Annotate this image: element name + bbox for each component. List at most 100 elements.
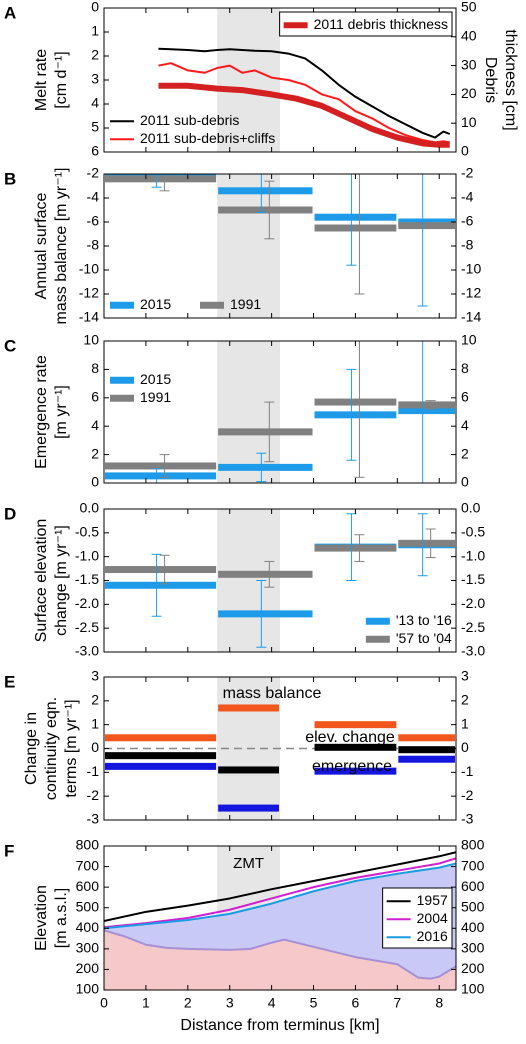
y-axis-label: Change in — [23, 712, 40, 785]
y2-tick-label: -2.0 — [461, 595, 485, 611]
error-bar — [264, 180, 275, 240]
error-bar — [425, 222, 436, 229]
y-axis-label: Melt rate — [33, 49, 50, 111]
y-tick-label: 400 — [76, 919, 100, 935]
error-bar — [256, 580, 267, 648]
legend: 2015 1991 — [110, 371, 171, 405]
y-tick-label: 5 — [91, 119, 99, 135]
legend-label: 1991 — [230, 296, 261, 312]
y2-tick-label: 3 — [461, 668, 469, 684]
x-tick-label: 7 — [393, 995, 401, 1011]
y2-tick-label: -10 — [461, 261, 481, 277]
y-tick-label: -12 — [79, 285, 99, 301]
x-tick-label: 0 — [100, 995, 108, 1011]
plot-area — [105, 509, 455, 652]
bar — [398, 222, 455, 230]
legend-label: 2016 — [417, 928, 448, 944]
bar — [218, 766, 279, 774]
y-tick-label: 0.0 — [80, 500, 100, 516]
annotation: ZMT — [233, 855, 264, 872]
bar — [105, 752, 217, 760]
y-tick-label: -2 — [87, 165, 100, 181]
x-tick-label: 5 — [310, 995, 318, 1011]
y2-tick-label: -0.5 — [461, 524, 485, 540]
x-axis-label: Distance from terminus [km] — [180, 1017, 379, 1034]
bar — [218, 610, 313, 618]
error-bar — [354, 341, 365, 478]
y-tick-label: -0.5 — [75, 524, 99, 540]
series-label: elev. change — [305, 729, 395, 746]
bar — [105, 472, 217, 480]
y2-tick-label: 400 — [461, 919, 485, 935]
bar — [105, 762, 217, 770]
y2-axis-label: thickness [cm] — [502, 29, 519, 130]
y-axis-label: Emergence rate — [33, 355, 50, 469]
bar — [105, 734, 217, 742]
error-bar — [346, 174, 357, 266]
plot-area — [104, 846, 456, 990]
bar — [105, 462, 217, 470]
legend: 1957 2004 2016 — [382, 887, 453, 949]
x-tick-label: 4 — [268, 995, 276, 1011]
plot-frame — [103, 845, 457, 991]
bar — [314, 544, 397, 552]
y-tick-label: -1.0 — [75, 547, 99, 563]
y-tick-label: 700 — [76, 857, 100, 873]
y2-tick-label: 50 — [461, 0, 477, 15]
y2-tick-label: 2 — [461, 445, 469, 461]
bar — [314, 398, 397, 406]
bar — [398, 218, 455, 226]
y-tick-label: -2 — [87, 787, 100, 803]
error-bar — [346, 513, 357, 581]
line — [158, 82, 450, 148]
y-tick-label: -1.5 — [75, 571, 99, 587]
y-tick-label: -10 — [79, 261, 99, 277]
bar — [105, 581, 217, 589]
error-bar — [354, 174, 365, 295]
line — [104, 851, 456, 923]
y-axis-label: Annual surface — [33, 193, 50, 300]
y-tick-label: -4 — [87, 189, 100, 205]
y2-tick-label: 800 — [461, 837, 485, 853]
y2-tick-label: -3.0 — [461, 643, 485, 659]
error-bar — [425, 528, 436, 559]
legend: 2015 1991 — [110, 296, 261, 312]
bar — [314, 721, 397, 729]
plot-frame — [103, 508, 457, 653]
error-bar — [159, 174, 170, 192]
bar — [218, 704, 279, 712]
error-bar — [159, 454, 170, 478]
line — [104, 857, 456, 929]
y2-tick-label: 0.0 — [461, 500, 481, 516]
y-tick-label: -2.0 — [75, 595, 99, 611]
bar — [218, 187, 313, 195]
y-axis-label: Surface elevation — [33, 519, 50, 643]
y2-tick-label: 500 — [461, 898, 485, 914]
error-bar — [417, 513, 428, 577]
bar — [218, 804, 279, 812]
line — [158, 47, 451, 139]
bar — [398, 734, 455, 742]
y2-tick-label: -2.5 — [461, 619, 485, 635]
y2-tick-label: 0 — [461, 739, 469, 755]
y2-tick-label: -1 — [461, 763, 474, 779]
error-bar — [264, 560, 275, 588]
x-tick-label: 8 — [435, 995, 443, 1011]
y-tick-label: 10 — [83, 332, 99, 348]
x-tick-label: 2 — [184, 995, 192, 1011]
panel-letter: B — [4, 169, 16, 188]
area — [104, 930, 456, 990]
y-tick-label: -6 — [87, 213, 100, 229]
y-tick-label: 3 — [91, 71, 99, 87]
x-tick-label: 1 — [142, 995, 150, 1011]
panel-letter: A — [4, 3, 16, 22]
y-axis-label: [m a.s.l.] — [53, 888, 70, 948]
bar — [398, 401, 455, 409]
error-bar — [264, 401, 275, 463]
error-bar — [159, 554, 170, 585]
panel-letter: F — [4, 841, 14, 860]
series-label: emergence — [312, 758, 392, 775]
y2-tick-label: 600 — [461, 878, 485, 894]
series-label: mass balance — [223, 685, 322, 702]
